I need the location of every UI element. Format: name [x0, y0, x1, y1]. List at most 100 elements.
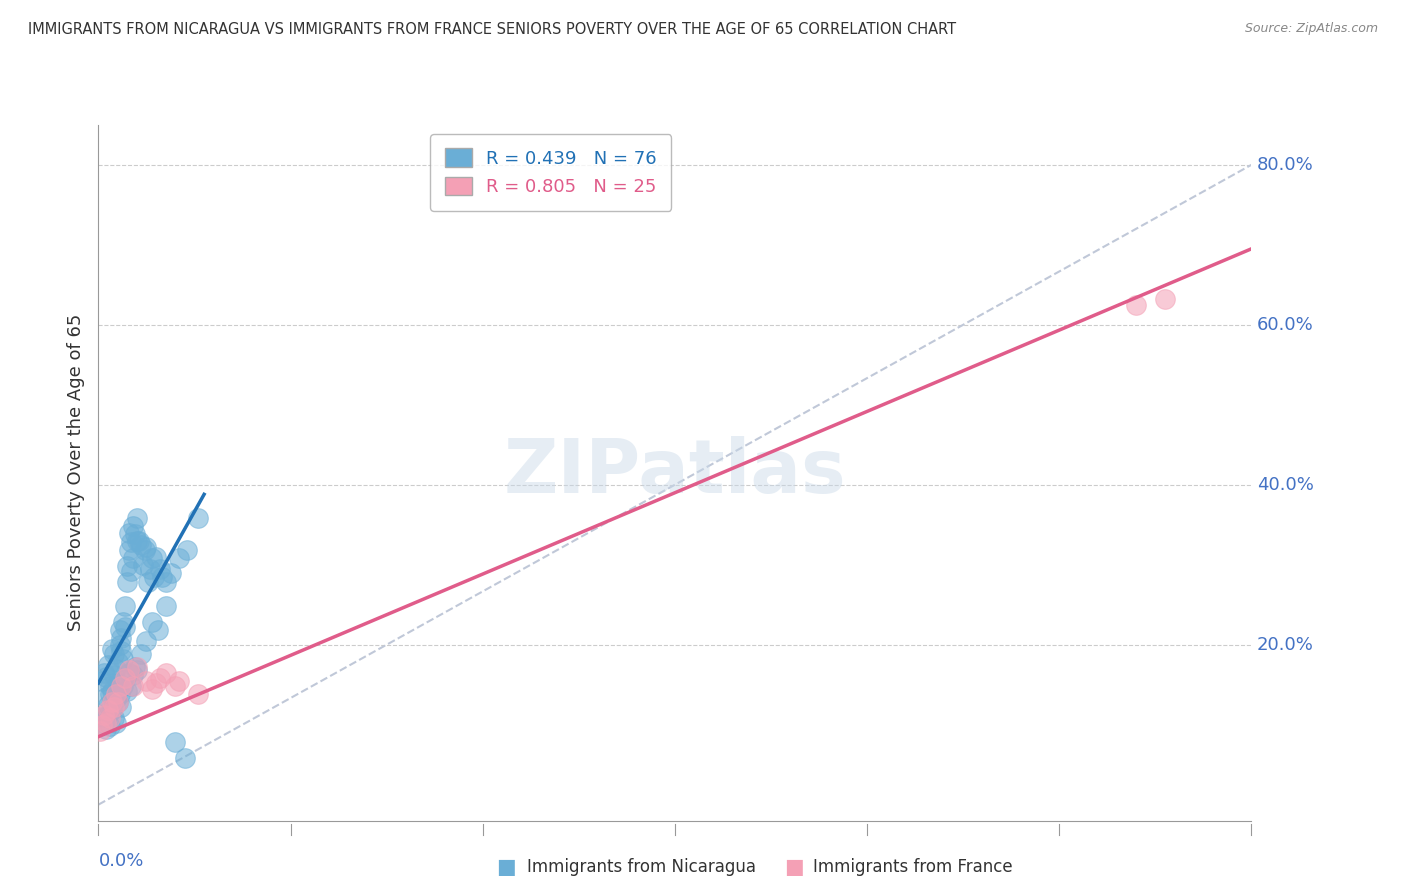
- Point: [93, 716, 115, 731]
- Point: [104, 692, 127, 706]
- Point: [93, 665, 115, 680]
- Point: [104, 662, 127, 676]
- Point: [93, 708, 115, 723]
- Point: [155, 665, 177, 680]
- Point: [94, 690, 117, 704]
- Point: [1154, 292, 1177, 306]
- Point: [97, 703, 120, 717]
- Point: [1125, 298, 1147, 312]
- Point: [91, 717, 114, 731]
- Point: [97, 698, 120, 712]
- Point: [112, 615, 135, 630]
- Point: [94, 716, 117, 731]
- Point: [122, 551, 145, 566]
- Point: [98, 679, 121, 693]
- Point: [174, 751, 197, 765]
- Text: Immigrants from France: Immigrants from France: [813, 858, 1012, 876]
- Point: [118, 663, 141, 677]
- Point: [129, 538, 152, 552]
- Point: [101, 684, 124, 698]
- Point: [160, 566, 183, 580]
- Point: [114, 620, 136, 634]
- Point: [145, 676, 167, 690]
- Point: [103, 668, 125, 682]
- Point: [146, 624, 169, 638]
- Text: Source: ZipAtlas.com: Source: ZipAtlas.com: [1244, 22, 1378, 36]
- Point: [103, 711, 125, 725]
- Point: [139, 562, 162, 576]
- Point: [135, 633, 157, 648]
- Point: [155, 575, 177, 590]
- Point: [145, 549, 167, 564]
- Point: [117, 575, 138, 590]
- Point: [114, 599, 136, 614]
- Point: [167, 551, 190, 566]
- Point: [125, 511, 148, 525]
- Point: [165, 735, 187, 749]
- Point: [91, 673, 114, 688]
- Text: ZIPatlas: ZIPatlas: [503, 436, 846, 509]
- Point: [187, 687, 209, 701]
- Point: [141, 681, 163, 696]
- Point: [98, 719, 121, 733]
- Point: [112, 652, 135, 666]
- Point: [135, 673, 157, 688]
- Point: [107, 655, 129, 669]
- Point: [131, 558, 153, 572]
- Point: [107, 676, 129, 690]
- Point: [150, 570, 173, 584]
- Point: [112, 679, 135, 693]
- Point: [124, 660, 146, 674]
- Point: [167, 673, 190, 688]
- Point: [91, 709, 114, 723]
- Point: [101, 703, 124, 717]
- Y-axis label: Seniors Poverty Over the Age of 65: Seniors Poverty Over the Age of 65: [66, 314, 84, 632]
- Point: [125, 663, 148, 677]
- Point: [98, 711, 121, 725]
- Point: [125, 533, 148, 548]
- Text: ■: ■: [496, 857, 516, 877]
- Point: [110, 700, 132, 714]
- Point: [165, 679, 187, 693]
- Text: 80.0%: 80.0%: [1257, 156, 1313, 174]
- Point: [120, 564, 142, 578]
- Point: [129, 648, 152, 662]
- Point: [110, 679, 132, 693]
- Point: [149, 671, 172, 685]
- Point: [108, 624, 131, 638]
- Point: [118, 543, 141, 558]
- Point: [138, 575, 160, 590]
- Point: [108, 687, 131, 701]
- Point: [101, 641, 124, 656]
- Point: [103, 700, 125, 714]
- Point: [124, 527, 146, 541]
- Point: [149, 562, 172, 576]
- Point: [155, 599, 177, 614]
- Point: [97, 657, 120, 672]
- Point: [187, 511, 209, 525]
- Point: [110, 644, 132, 658]
- Point: [114, 671, 136, 685]
- Point: [122, 668, 145, 682]
- Point: [125, 660, 148, 674]
- Point: [107, 695, 129, 709]
- Text: 60.0%: 60.0%: [1257, 316, 1313, 334]
- Point: [104, 687, 127, 701]
- Point: [120, 535, 142, 549]
- Point: [135, 540, 157, 554]
- Point: [143, 570, 166, 584]
- Point: [110, 632, 132, 646]
- Text: ■: ■: [785, 857, 804, 877]
- Point: [120, 679, 142, 693]
- Point: [118, 665, 141, 680]
- Point: [122, 519, 145, 533]
- Point: [97, 708, 120, 723]
- Legend: R = 0.439   N = 76, R = 0.805   N = 25: R = 0.439 N = 76, R = 0.805 N = 25: [430, 134, 671, 211]
- Point: [94, 670, 117, 684]
- Point: [104, 716, 127, 731]
- Text: 20.0%: 20.0%: [1257, 636, 1315, 654]
- Point: [117, 684, 138, 698]
- Point: [141, 615, 163, 630]
- Point: [101, 695, 124, 709]
- Point: [128, 533, 150, 548]
